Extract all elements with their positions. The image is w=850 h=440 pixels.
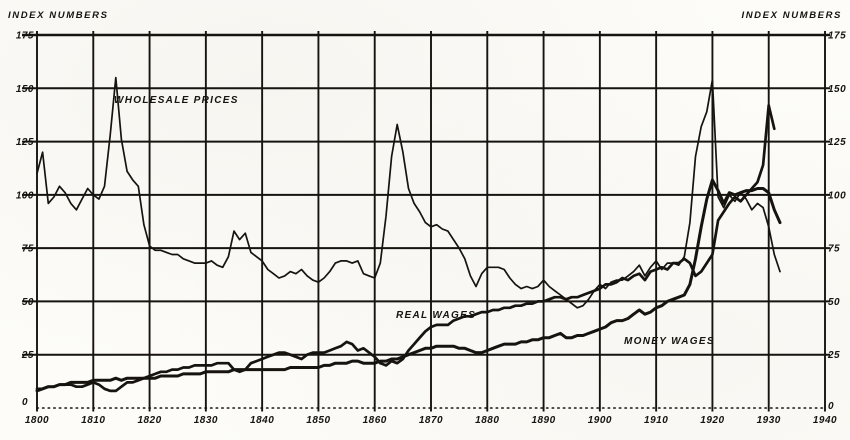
money-wages-label: MONEY WAGES [624,336,715,347]
x-tick-1870: 1870 [419,415,443,426]
x-tick-1840: 1840 [250,415,274,426]
y-tick-right-175: 175 [828,31,846,42]
y-tick-left-75: 75 [22,244,34,255]
right-axis-title: INDEX NUMBERS [741,10,842,21]
y-tick-right-100: 100 [828,190,846,201]
wholesale-prices-label: WHOLESALE PRICES [114,95,239,106]
x-tick-1900: 1900 [588,415,612,426]
y-axis-left-labels: 0 25 50 75 100 125 150 175 [16,31,34,409]
grid [22,31,830,412]
x-tick-1820: 1820 [137,415,161,426]
y-tick-right-50: 50 [828,297,840,308]
x-axis-year-labels: 1800 1810 1820 1830 1840 1850 1860 1870 1880 1890… [25,415,837,426]
x-tick-1810: 1810 [81,415,105,426]
x-tick-1930: 1930 [757,415,781,426]
x-tick-1940: 1940 [813,415,837,426]
real-wages-label: REAL WAGES [396,310,476,321]
y-tick-right-125: 125 [828,137,846,148]
y-tick-left-0: 0 [22,397,28,408]
x-tick-1880: 1880 [475,415,499,426]
y-tick-left-175: 175 [16,31,34,42]
x-tick-1850: 1850 [306,415,330,426]
x-tick-1860: 1860 [363,415,387,426]
y-tick-right-75: 75 [828,244,840,255]
y-tick-left-50: 50 [22,297,34,308]
y-tick-left-125: 125 [16,137,34,148]
y-tick-right-0: 0 [828,401,834,412]
x-tick-1800: 1800 [25,415,49,426]
y-axis-right-labels: 0 25 50 75 100 125 150 175 [827,31,846,413]
series-lines [35,76,782,393]
series-path-wholesale-prices [36,76,781,309]
y-tick-left-150: 150 [16,84,34,95]
y-tick-right-25: 25 [827,350,840,361]
x-tick-1890: 1890 [531,415,555,426]
y-tick-left-100: 100 [16,190,34,201]
y-tick-left-25: 25 [21,350,34,361]
x-tick-1920: 1920 [700,415,724,426]
x-tick-1830: 1830 [194,415,218,426]
x-tick-1910: 1910 [644,415,668,426]
left-axis-title: INDEX NUMBERS [8,10,109,21]
series-path-money-wages [35,178,782,393]
y-tick-right-150: 150 [828,84,846,95]
